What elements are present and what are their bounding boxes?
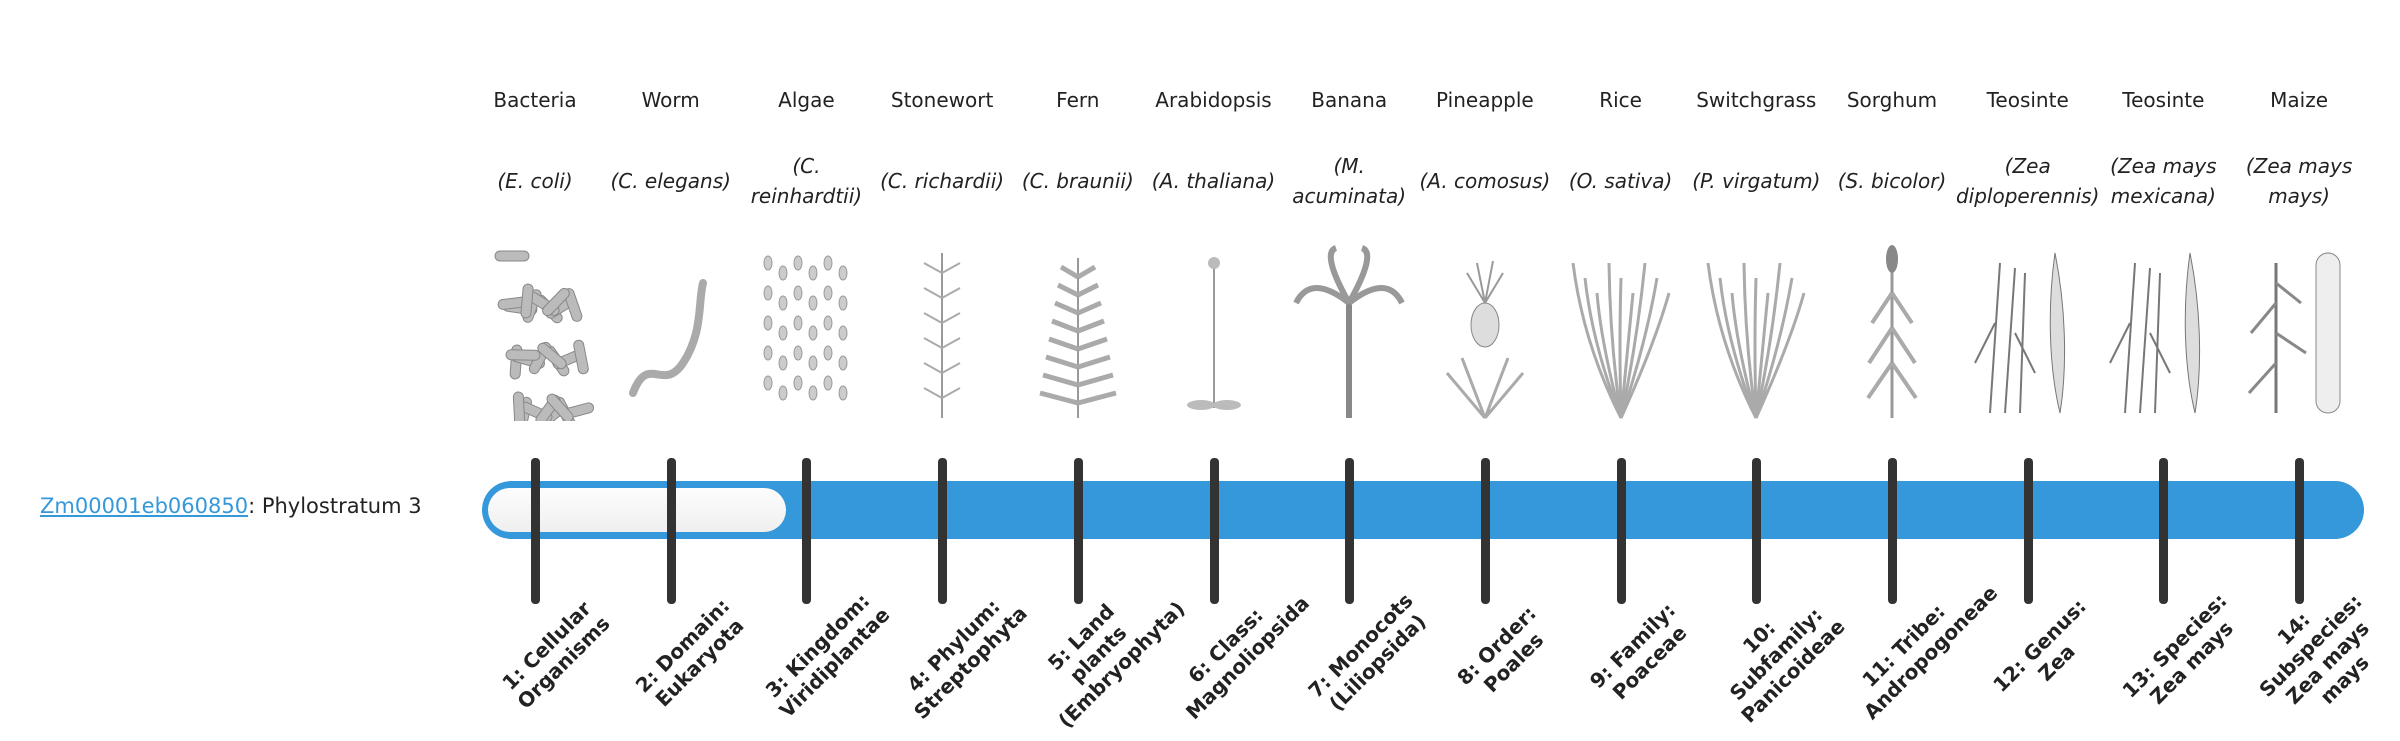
- scientific-name: (E. coli): [497, 169, 573, 193]
- stratum-tick: [938, 458, 948, 604]
- organism-name: Arabidopsis: [1155, 88, 1272, 112]
- stratum-tick: [1480, 458, 1490, 604]
- banana-icon: [1293, 245, 1405, 418]
- stonewort-icon: [923, 253, 961, 418]
- arabidopsis-icon: [1186, 257, 1241, 410]
- scientific-name: (M. acuminata): [1292, 154, 1407, 208]
- sorghum-icon: [1866, 245, 1918, 418]
- stratum-label: 12: Genus: Zea: [1987, 594, 2091, 697]
- organism-name: Teosinte: [2122, 88, 2205, 112]
- organism-name: Stonewort: [890, 88, 994, 112]
- scientific-name: (Zea mays mexicana): [2110, 154, 2217, 208]
- stratum-label: 13: Species: Zea mays: [2117, 588, 2239, 709]
- stratum-label: 14: Subspecies: Zea mays mays: [2254, 589, 2374, 709]
- stratum-label: 6: Class: Magnoliopsida: [1180, 591, 1314, 725]
- stratum-label: 11: Tribe: Andropogoneae: [1857, 580, 2003, 725]
- scientific-name: (Zea mays mays): [2245, 154, 2353, 208]
- phylostratum-text: : Phylostratum 3: [248, 494, 422, 518]
- rice-icon: [1571, 262, 1671, 419]
- stratum-label: 9: Family: Poaceae: [1584, 597, 1691, 705]
- scientific-name: (A. thaliana): [1151, 169, 1276, 193]
- bacteria-icon: [494, 250, 595, 421]
- organism-name: Pineapple: [1436, 88, 1534, 112]
- stratum-tick: [1888, 458, 1897, 604]
- stratum-label: 3: Kingdom: Viridiplantae: [761, 588, 895, 723]
- stratum-label: 10: Subfamily: Panicoideae: [1725, 602, 1850, 728]
- scientific-name: (Zea diploperennis): [1955, 154, 2100, 208]
- stratum-tick: [666, 458, 676, 604]
- stratum-tick: [1345, 458, 1355, 604]
- organism-name: Sorghum: [1846, 88, 1938, 112]
- stratum-label: 2: Domain: Eukaryota: [630, 593, 749, 712]
- scientific-name: (C. richardii): [880, 169, 1005, 193]
- organism-name: Bacteria: [493, 88, 577, 112]
- scientific-name: (S. bicolor): [1837, 169, 1947, 193]
- organism-name: Rice: [1599, 88, 1642, 112]
- stratum-label: 5: Land plants (Embryophyta): [1042, 596, 1190, 733]
- worm-icon: [628, 279, 707, 397]
- stratum-tick: [1209, 458, 1219, 604]
- scientific-name: (P. virgatum): [1692, 169, 1821, 193]
- gene-label: Zm00001eb060850: Phylostratum 3: [40, 494, 422, 518]
- algae-icon: [763, 255, 848, 401]
- teosinte-icon: [2109, 252, 2201, 414]
- stratum-tick: [1073, 458, 1083, 604]
- organism-name: Fern: [1056, 88, 1100, 112]
- stratum-label: 7: Monocots (Liliopsida): [1303, 588, 1431, 716]
- pineapple-icon: [1445, 260, 1525, 419]
- gene-link[interactable]: Zm00001eb060850: [40, 494, 249, 518]
- fern-icon: [1039, 258, 1117, 418]
- stratum-label: 4: Phylum: Streptophyta: [902, 594, 1032, 724]
- organism-name: Worm: [641, 88, 700, 112]
- stratum-tick: [531, 458, 540, 604]
- stratum-tick: [1616, 458, 1626, 604]
- organism-name: Switchgrass: [1696, 88, 1817, 112]
- stratum-tick: [1752, 458, 1762, 604]
- scientific-name: (A. comosus): [1419, 169, 1551, 193]
- scientific-name: (C. braunii): [1021, 169, 1134, 193]
- scientific-name: (C. elegans): [610, 169, 731, 193]
- stratum-tick: [2295, 458, 2305, 604]
- stratum-tick: [2159, 458, 2169, 604]
- scientific-name: (C. reinhardtii): [750, 154, 863, 208]
- phylostratum-bar: [482, 481, 2364, 539]
- stratum-tick: [2023, 458, 2033, 604]
- scientific-name: (O. sativa): [1568, 169, 1673, 193]
- organism-name: Maize: [2270, 88, 2329, 112]
- stratum-tick: [802, 458, 812, 604]
- teosinte-icon: [1973, 252, 2065, 414]
- maize-icon: [2247, 252, 2341, 414]
- organism-name: Algae: [778, 88, 835, 112]
- stratum-label: 8: Order: Poales: [1452, 601, 1549, 698]
- stratum-label: 1: Cellular Organisms: [497, 596, 615, 714]
- switchgrass-icon: [1706, 262, 1806, 419]
- organism-name: Teosinte: [1986, 88, 2069, 112]
- organism-name: Banana: [1311, 88, 1388, 112]
